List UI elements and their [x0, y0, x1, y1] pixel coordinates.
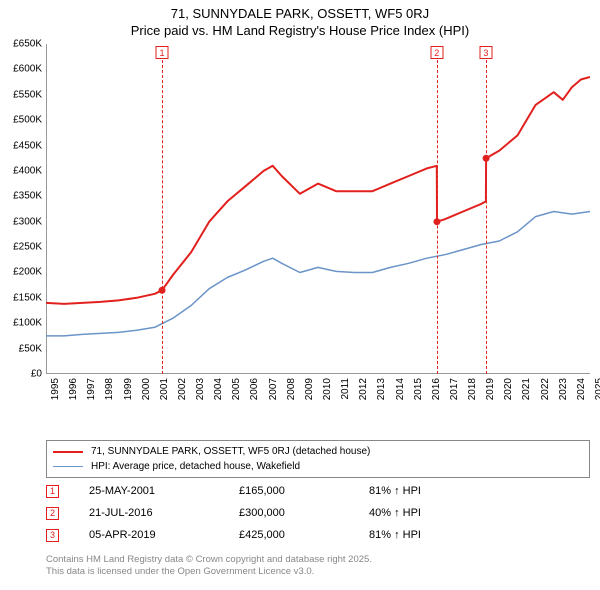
legend-swatch-hpi — [53, 466, 83, 467]
x-tick-label: 2009 — [304, 378, 315, 400]
x-tick-label: 2013 — [376, 378, 387, 400]
x-tick-label: 2001 — [159, 378, 170, 400]
legend-row-price: 71, SUNNYDALE PARK, OSSETT, WF5 0RJ (det… — [53, 444, 583, 459]
title-subtitle: Price paid vs. HM Land Registry's House … — [0, 23, 600, 40]
x-tick-label: 2011 — [340, 378, 351, 400]
legend-label-hpi: HPI: Average price, detached house, Wake… — [91, 459, 300, 474]
sale-row-marker: 1 — [46, 485, 59, 498]
y-tick-label: £400K — [13, 165, 42, 176]
y-tick-label: £450K — [13, 140, 42, 151]
y-tick-label: £250K — [13, 242, 42, 253]
y-tick-label: £50K — [19, 343, 42, 354]
sale-row: 2 21-JUL-2016£300,00040% ↑ HPI — [46, 502, 590, 524]
legend-swatch-price — [53, 451, 83, 453]
x-tick-label: 1996 — [68, 378, 79, 400]
x-tick-label: 2004 — [213, 378, 224, 400]
x-tick-label: 2007 — [268, 378, 279, 400]
y-tick-label: £550K — [13, 89, 42, 100]
sale-row-marker: 2 — [46, 507, 59, 520]
x-tick-label: 1995 — [50, 378, 61, 400]
sale-pct: 81% ↑ HPI — [369, 485, 421, 497]
x-tick-label: 2014 — [395, 378, 406, 400]
x-tick-label: 2015 — [413, 378, 424, 400]
x-tick-label: 2023 — [558, 378, 569, 400]
x-tick-label: 1999 — [123, 378, 134, 400]
footer-line2: This data is licensed under the Open Gov… — [46, 566, 590, 578]
x-tick-label: 2021 — [521, 378, 532, 400]
x-tick-label: 2024 — [576, 378, 587, 400]
legend-row-hpi: HPI: Average price, detached house, Wake… — [53, 459, 583, 474]
chart-area: £0£50K£100K£150K£200K£250K£300K£350K£400… — [46, 44, 590, 414]
series-line-hpi — [46, 212, 590, 336]
sale-marker-box: 2 — [430, 46, 443, 59]
x-tick-label: 2017 — [449, 378, 460, 400]
x-tick-label: 1997 — [86, 378, 97, 400]
series-line-price_paid — [46, 77, 590, 304]
sale-marker-line — [486, 60, 487, 374]
sale-marker-box: 3 — [479, 46, 492, 59]
sale-row-marker: 3 — [46, 529, 59, 542]
y-tick-label: £600K — [13, 64, 42, 75]
title-address: 71, SUNNYDALE PARK, OSSETT, WF5 0RJ — [0, 6, 600, 23]
x-tick-label: 2022 — [540, 378, 551, 400]
sale-row: 3 05-APR-2019£425,00081% ↑ HPI — [46, 524, 590, 546]
footer: Contains HM Land Registry data © Crown c… — [46, 554, 590, 579]
sale-price: £300,000 — [239, 507, 369, 519]
y-tick-label: £350K — [13, 191, 42, 202]
y-tick-label: £100K — [13, 318, 42, 329]
x-tick-label: 2019 — [485, 378, 496, 400]
footer-line1: Contains HM Land Registry data © Crown c… — [46, 554, 590, 566]
sale-marker-line — [162, 60, 163, 374]
y-tick-label: £150K — [13, 292, 42, 303]
chart-container: 71, SUNNYDALE PARK, OSSETT, WF5 0RJ Pric… — [0, 0, 600, 590]
x-tick-label: 2018 — [467, 378, 478, 400]
x-tick-label: 2010 — [322, 378, 333, 400]
x-tick-label: 2003 — [195, 378, 206, 400]
sale-pct: 81% ↑ HPI — [369, 529, 421, 541]
x-tick-label: 2025 — [594, 378, 600, 400]
sale-pct: 40% ↑ HPI — [369, 507, 421, 519]
x-tick-label: 2008 — [286, 378, 297, 400]
y-tick-label: £650K — [13, 39, 42, 50]
sale-marker-box: 1 — [156, 46, 169, 59]
sale-date: 21-JUL-2016 — [89, 507, 239, 519]
x-tick-label: 2002 — [177, 378, 188, 400]
title-block: 71, SUNNYDALE PARK, OSSETT, WF5 0RJ Pric… — [0, 0, 600, 40]
y-tick-label: £500K — [13, 115, 42, 126]
x-tick-label: 2005 — [231, 378, 242, 400]
sale-date: 25-MAY-2001 — [89, 485, 239, 497]
sale-price: £425,000 — [239, 529, 369, 541]
legend-label-price: 71, SUNNYDALE PARK, OSSETT, WF5 0RJ (det… — [91, 444, 370, 459]
x-tick-label: 1998 — [104, 378, 115, 400]
sale-price: £165,000 — [239, 485, 369, 497]
x-tick-label: 2016 — [431, 378, 442, 400]
x-tick-label: 2000 — [141, 378, 152, 400]
x-tick-label: 2020 — [503, 378, 514, 400]
sale-row: 1 25-MAY-2001£165,00081% ↑ HPI — [46, 480, 590, 502]
x-tick-label: 2006 — [249, 378, 260, 400]
y-tick-label: £300K — [13, 216, 42, 227]
chart-svg — [46, 44, 590, 374]
x-tick-label: 2012 — [358, 378, 369, 400]
y-tick-label: £0 — [31, 369, 42, 380]
y-tick-label: £200K — [13, 267, 42, 278]
sales-block: 125-MAY-2001£165,00081% ↑ HPI221-JUL-201… — [46, 480, 590, 546]
legend: 71, SUNNYDALE PARK, OSSETT, WF5 0RJ (det… — [46, 440, 590, 478]
sale-marker-line — [437, 60, 438, 374]
sale-date: 05-APR-2019 — [89, 529, 239, 541]
